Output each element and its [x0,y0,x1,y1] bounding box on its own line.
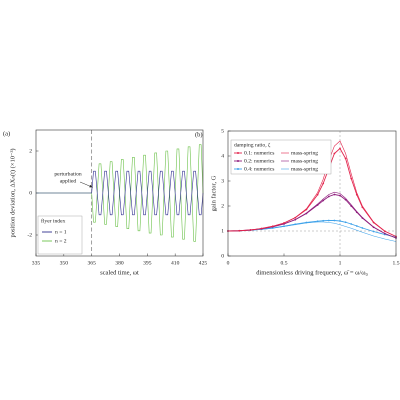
legend-title: damping ratio, ζ [234,141,271,148]
data-point [305,212,308,215]
data-point [294,223,297,226]
x-tick-label: 365 [87,260,96,266]
data-point [355,211,358,214]
legend-marker [237,168,239,170]
data-point [372,221,375,224]
x-tick-label: 1 [339,260,342,266]
data-point [271,225,274,228]
data-point [350,177,353,180]
y-tick-label: -2 [27,232,32,238]
x-axis-label: dimensionless driving frequency, ω̄ = ω/… [256,269,368,276]
data-point [305,208,308,211]
y-tick-label: 3 [221,178,224,184]
data-point [355,225,358,227]
y-axis-label: gain factor, G [210,175,217,211]
y-tick-label: 2 [221,203,224,209]
annotation: perturbation [54,171,82,177]
series-line [36,170,204,216]
y-tick-label: 5 [221,128,224,134]
x-tick-label: 0 [227,260,230,266]
data-point [339,220,341,222]
data-point [333,193,336,196]
legend-marker [237,152,239,154]
data-point [355,193,358,196]
data-point [361,206,364,209]
data-point [333,219,336,222]
plot-frame [227,130,397,257]
data-point [305,221,308,224]
x-tick-label: 0.5 [281,260,288,266]
data-point [322,219,325,222]
data-point [327,219,330,222]
annotation: applied [60,178,77,184]
data-point [339,147,341,150]
panel-label: (b) [195,131,203,138]
data-point [238,229,241,232]
y-axis-label: position deviation, ΔXₙ(t) (×10⁻³) [9,148,16,237]
y-tick-label: 2 [29,148,32,154]
legend-title: flyer index [41,217,66,224]
data-point [294,216,297,219]
data-point [249,229,252,231]
x-tick-label: 335 [32,260,41,266]
x-tick-label: 395 [143,260,152,266]
series-line [227,147,397,237]
data-point [316,204,319,206]
data-point [316,220,319,223]
data-point [339,194,341,197]
series-line [36,144,204,242]
data-point [294,218,297,221]
data-point [283,222,285,224]
legend-label: mass-spring [291,166,318,172]
legend-label: n = 2 [55,238,67,244]
x-axis-label: scaled time, ωt [100,269,139,276]
legend-box [37,215,83,255]
data-point [327,195,330,198]
x-tick-label: 1.5 [393,260,400,266]
data-point [344,157,347,160]
y-tick-label: 0 [221,253,224,259]
data-point [271,227,274,229]
legend-box [230,139,332,175]
data-point [350,205,353,207]
data-point [344,198,347,201]
data-point [372,230,375,233]
series-line [227,220,397,238]
data-point [333,152,336,155]
x-tick-label: 380 [115,260,124,266]
x-tick-label: 410 [171,260,180,266]
y-tick-label: 0 [29,190,32,196]
data-point [372,226,375,229]
legend-label: mass-spring [291,150,318,156]
data-point [350,223,353,225]
legend-label: 0.1: numerics [244,150,274,156]
data-point [322,199,325,202]
y-tick-label: 1 [221,228,224,234]
plot-frame [35,129,204,257]
panel-label: (a) [3,130,10,137]
legend-marker [237,160,239,162]
data-point [316,193,319,196]
data-point [322,182,325,185]
data-point [361,227,364,229]
x-tick-label: 425 [199,260,208,266]
data-point [361,217,364,219]
x-tick-label: 350 [60,260,69,266]
annotation-arrowhead [89,184,93,188]
data-point [383,232,386,235]
y-tick-label: 4 [221,153,224,159]
legend-label: mass-spring [291,158,318,164]
data-point [260,227,263,230]
legend-label: 0.4: numerics [244,166,274,172]
legend-label: n = 1 [55,229,67,235]
legend-label: 0.2: numerics [244,158,274,164]
data-point [344,221,347,224]
data-point [383,230,386,233]
data-point [283,225,285,228]
